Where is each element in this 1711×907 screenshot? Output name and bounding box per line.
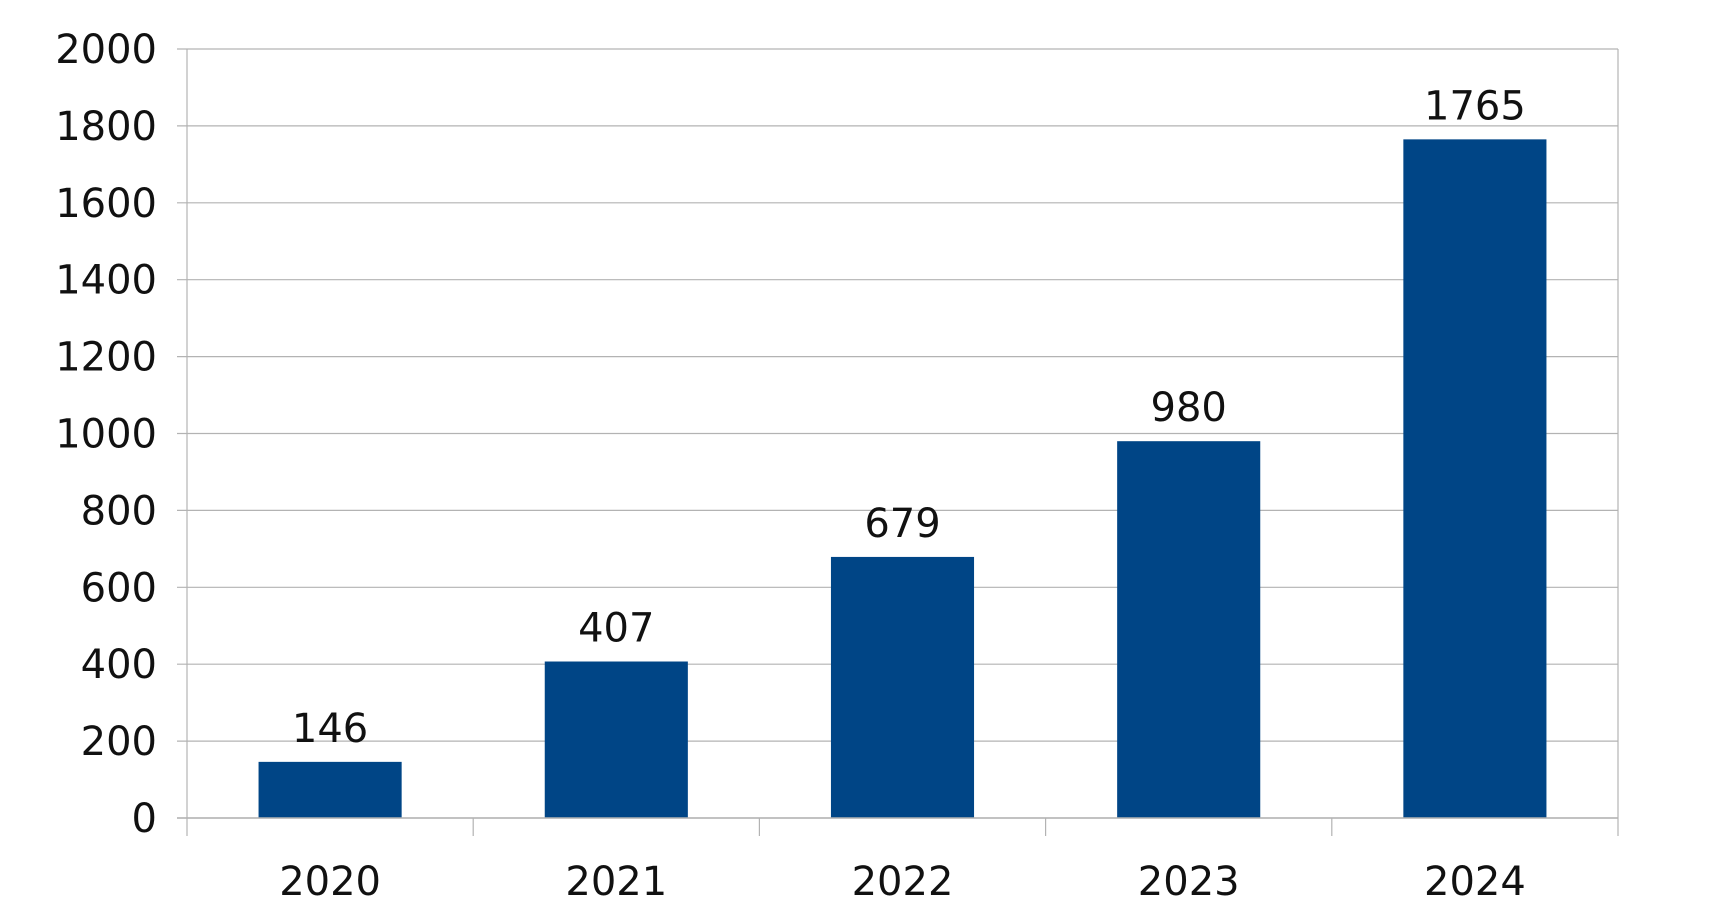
data-label: 679 bbox=[864, 501, 940, 547]
bar bbox=[258, 761, 402, 818]
y-tick-label: 400 bbox=[81, 642, 157, 688]
x-tick-label: 2021 bbox=[565, 859, 667, 905]
data-label: 1765 bbox=[1424, 83, 1526, 129]
bar bbox=[1403, 139, 1547, 819]
x-tick-label: 2022 bbox=[852, 859, 954, 905]
data-label: 146 bbox=[292, 706, 368, 752]
y-tick-label: 1800 bbox=[55, 104, 157, 150]
axes bbox=[177, 49, 1619, 836]
y-tick-label: 2000 bbox=[55, 27, 157, 73]
bar bbox=[1117, 441, 1261, 818]
y-tick-label: 200 bbox=[81, 719, 157, 765]
data-label: 407 bbox=[578, 606, 654, 652]
x-tick-label: 2020 bbox=[279, 859, 381, 905]
y-tick-label: 1200 bbox=[55, 335, 157, 381]
bar bbox=[544, 661, 688, 818]
data-label: 980 bbox=[1151, 385, 1227, 431]
gridlines bbox=[177, 48, 1618, 819]
y-tick-label: 1000 bbox=[55, 412, 157, 458]
x-tick-label: 2023 bbox=[1138, 859, 1240, 905]
x-tick-label: 2024 bbox=[1424, 859, 1526, 905]
y-tick-label: 800 bbox=[81, 488, 157, 534]
y-tick-label: 0 bbox=[132, 796, 157, 842]
bar bbox=[830, 556, 975, 818]
y-tick-label: 1400 bbox=[55, 258, 157, 304]
labels: 0 200 400 600 800 1000 1200 1400 1600 1800 2000 146… bbox=[55, 27, 1526, 905]
y-tick-label: 600 bbox=[81, 565, 157, 611]
bars bbox=[258, 139, 1547, 819]
y-tick-label: 1600 bbox=[55, 181, 157, 227]
